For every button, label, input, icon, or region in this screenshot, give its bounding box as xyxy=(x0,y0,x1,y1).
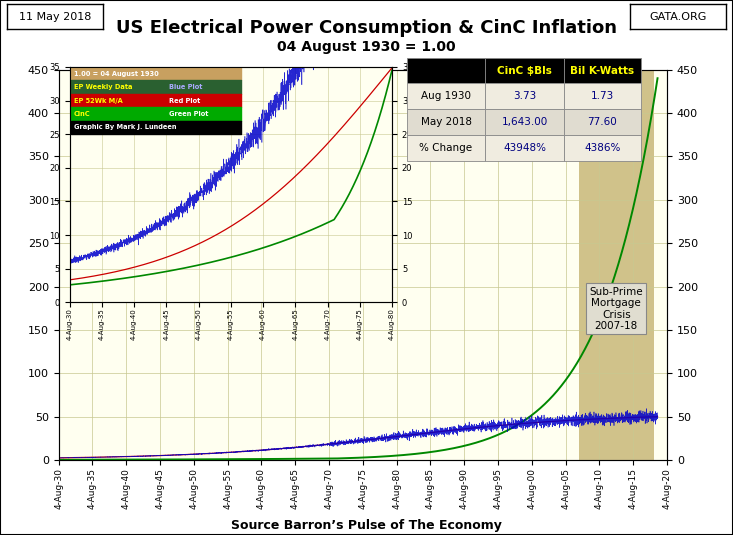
Text: Sub-Prime
Mortgage
Crisis
2007-18: Sub-Prime Mortgage Crisis 2007-18 xyxy=(589,287,643,331)
Text: Green Plot: Green Plot xyxy=(169,111,209,117)
Text: Bil K-Watts: Bil K-Watts xyxy=(570,66,634,75)
Text: CinC $Bls: CinC $Bls xyxy=(497,66,552,75)
Bar xyxy=(579,70,654,460)
Text: May 2018: May 2018 xyxy=(421,117,471,127)
Text: 11 May 2018: 11 May 2018 xyxy=(19,12,91,21)
Text: 43948%: 43948% xyxy=(503,143,546,152)
Text: Red Plot: Red Plot xyxy=(169,97,201,103)
Text: 1,643.00: 1,643.00 xyxy=(501,117,548,127)
Text: 4386%: 4386% xyxy=(584,143,620,152)
Text: Aug 1930: Aug 1930 xyxy=(421,91,471,101)
Text: Source Barron’s Pulse of The Economy: Source Barron’s Pulse of The Economy xyxy=(231,519,502,532)
Text: 1.00 = 04 August 1930: 1.00 = 04 August 1930 xyxy=(73,71,158,77)
Text: 04 August 1930 = 1.00: 04 August 1930 = 1.00 xyxy=(277,40,456,54)
Text: EP 52Wk M/A: EP 52Wk M/A xyxy=(73,97,122,103)
Text: 77.60: 77.60 xyxy=(587,117,617,127)
Text: Blue Plot: Blue Plot xyxy=(169,84,203,90)
Text: 1.73: 1.73 xyxy=(591,91,614,101)
Text: % Change: % Change xyxy=(419,143,473,152)
Text: Graphic By Mark J. Lundeen: Graphic By Mark J. Lundeen xyxy=(73,125,176,131)
Text: GATA.ORG: GATA.ORG xyxy=(649,12,707,21)
Text: 3.73: 3.73 xyxy=(513,91,536,101)
Text: EP Weekly Data: EP Weekly Data xyxy=(73,84,132,90)
Text: US Electrical Power Consumption & CinC Inflation: US Electrical Power Consumption & CinC I… xyxy=(116,19,617,37)
Text: CinC: CinC xyxy=(73,111,90,117)
